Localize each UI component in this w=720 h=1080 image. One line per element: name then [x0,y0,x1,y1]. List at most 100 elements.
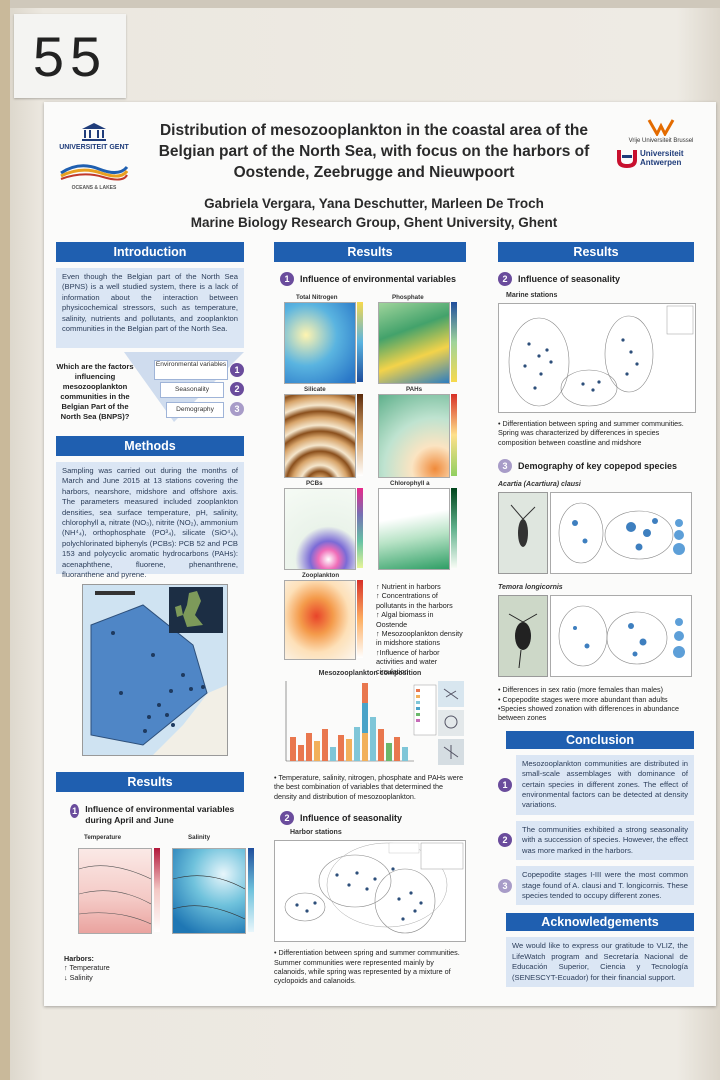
plot-total-nitrogen [284,302,356,384]
results-right-item3: 3 Demography of key copepod species [498,459,694,474]
composition-note: • Temperature, salinity, nitrogen, phosp… [274,773,464,801]
env-bullet-2: ↑ Concentrations of pollutants in the ha… [376,591,453,610]
logo-oceans-text: OCEANS & LAKES [71,185,117,191]
results-left-header: Results [56,772,244,792]
label-pcbs: PCBs [306,480,323,487]
logo-ugent: UNIVERSITEIT GENT OCEANS & LAKES [54,122,134,191]
species1-label: Acartia (Acartiura) clausi [498,481,581,489]
demo-bullet-1: • Differences in sex ratio (more females… [498,685,663,695]
plot-phosphate [378,302,450,384]
marine-mds-graphic [508,305,694,407]
results-left-number: 1 [70,804,80,818]
conclusion-text-2: The communities exhibited a strong seaso… [516,820,694,861]
plot-label-temperature: Temperature [84,834,122,841]
intro-header: Introduction [56,242,244,262]
colorbar-chlorophyll [451,488,457,568]
factor-number-1: 1 [230,363,244,377]
oceans-lakes-wave-icon [60,164,129,181]
colorbar-total-nitrogen [357,302,363,382]
conclusion-item-3: 3 Copepodite stages I-III were the most … [498,866,694,906]
conclusion-item-2: 2 The communities exhibited a strong sea… [498,820,694,861]
intro-factors: Which are the factors influencing mesozo… [56,352,244,430]
factor-number-3: 3 [230,402,244,416]
right-column: Results 2 Influence of seasonality Marin… [498,242,696,987]
copepod-temora-icon [508,613,538,669]
species1-photo [498,492,548,575]
composition-chart [274,677,466,773]
plot-pahs [378,394,450,478]
temperature-colorbar [154,848,160,932]
env-bullet-1: ↑ Nutrient in harbors [376,582,441,591]
species1-mds-graphic [558,502,685,564]
results-mid-header: Results [274,242,466,262]
env-bullets: ↑ Nutrient in harbors ↑ Concentrations o… [376,582,466,676]
label-pahs: PAHs [406,386,423,393]
methods-header: Methods [56,436,244,456]
uantwerpen-logo-icon [617,150,637,168]
uantwerpen-text: Universiteit Antwerpen [640,149,684,167]
results-mid-item2: 2 Influence of seasonality [280,811,466,826]
label-silicate: Silicate [304,386,326,393]
intro-text: Even though the Belgian part of the Nort… [56,268,244,348]
env-bullet-3: ↑ Algal biomass in Oostende [376,610,434,629]
booth-number-card: 55 [14,14,126,98]
conclusion-text-1: Mesozooplankton communities are distribu… [516,754,694,815]
results-mid-number1: 1 [280,272,294,286]
results-mid-item1: 1 Influence of environmental variables [280,272,466,286]
label-zooplankton: Zooplankton [302,572,340,579]
factor-box-3: Demography [166,402,224,418]
harbors-sal: ↓ Salinity [64,972,93,982]
booth-number: 55 [32,24,108,88]
label-total-nitrogen: Total Nitrogen [296,294,338,301]
colorbar-silicate [357,394,363,476]
plot-zooplankton [284,580,356,660]
composition-bar-group [290,683,408,761]
ack-header: Acknowledgements [506,913,694,932]
harbor-stations-label: Harbor stations [290,829,342,837]
results-mid-number2: 2 [280,811,294,826]
results-left-title: Influence of environmental variables dur… [85,804,235,825]
marine-note: • Differentiation between spring and sum… [498,419,684,447]
poster-title: Distribution of mesozooplankton in the c… [158,122,590,181]
affiliation-line: Marine Biology Research Group, Ghent Uni… [190,215,558,230]
marine-stations-label: Marine stations [506,292,558,299]
results-right-header: Results [498,242,694,262]
harbor-mds-plot [274,840,466,943]
env-bullet-5: ↑Influence of harbor activities and wate… [376,647,440,676]
species2-photo [498,595,548,678]
authors-line: Gabriela Vergara, Yana Deschutter, Marle… [204,196,544,211]
plot-pcbs [284,488,356,570]
conclusion-item-1: 1 Mesozooplankton communities are distri… [498,754,694,815]
copepod-acartia-icon [510,504,536,548]
wall-rail [0,0,720,8]
results-right-title2: Influence of seasonality [518,274,621,284]
methods-text: Sampling was carried out during the mont… [56,462,244,579]
logo-ugent-text: UNIVERSITEIT GENT [59,144,129,151]
results-mid-title2: Influence of seasonality [300,813,403,824]
factor-box-2: Seasonality [160,382,224,398]
demo-bullets: • Differences in sex ratio (more females… [498,685,694,723]
species2-mds [550,595,692,678]
colorbar-pcbs [357,488,363,568]
results-mid-title1: Influence of environmental variables [300,274,457,284]
factor-number-2: 2 [230,382,244,396]
harbors-label: Harbors: [64,954,94,963]
species2-panel [498,595,694,681]
conclusion-text-3: Copepodite stages I-III were the most co… [516,866,694,906]
harbor-note: • Differentiation between spring and sum… [274,948,460,986]
colorbar-zooplankton [357,580,363,658]
vub-text: Vrije Universiteit Brussel [628,138,694,144]
plot-label-salinity: Salinity [188,834,211,841]
intro-question: Which are the factors influencing mesozo… [56,362,134,421]
harbors-legend: Harbors: ↑ Temperature ↓ Salinity [64,954,244,982]
marine-mds-plot [498,303,696,413]
vub-logo-icon [647,119,675,138]
results-right-title3: Demography of key copepod species [518,461,678,472]
station-map [82,584,228,756]
conclusion-number-2: 2 [498,833,512,848]
factor-box-1: Environmental variables [154,360,228,380]
results-left-item: 1 Influence of environmental variables d… [70,804,244,826]
env-heatmaps: Total Nitrogen Phosphate Silicate PAHs P… [274,286,466,676]
conclusion-header: Conclusion [506,730,694,749]
temp-salinity-plots: Temperature Salinity [56,834,254,954]
